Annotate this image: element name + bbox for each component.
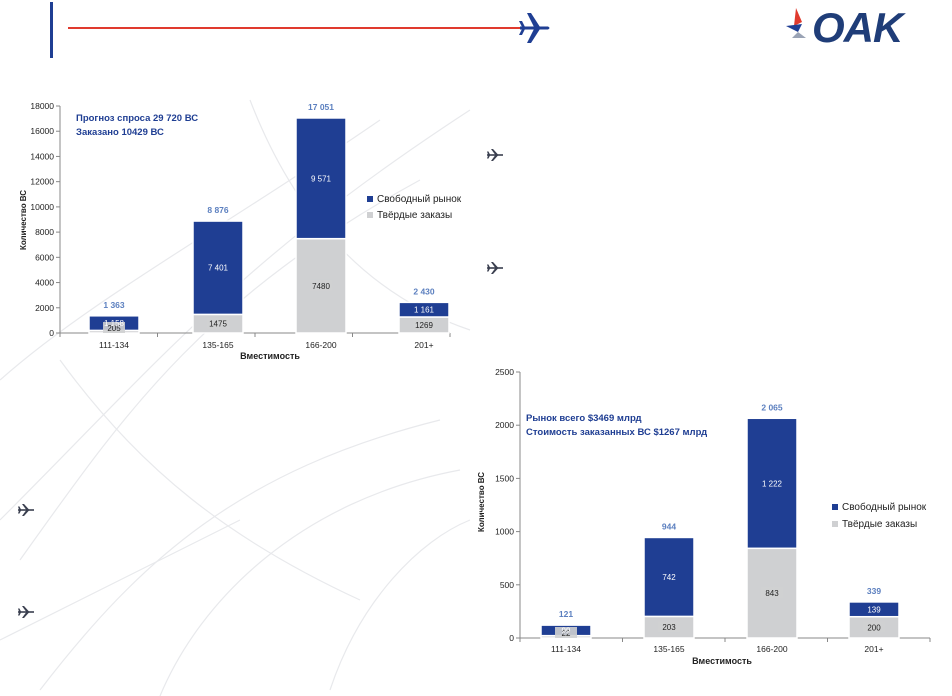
y-tick-label: 6000 <box>35 252 54 262</box>
y-tick-label: 14000 <box>30 151 54 161</box>
legend-swatch <box>367 212 373 218</box>
y-tick-label: 4000 <box>35 278 54 288</box>
legend-label: Твёрдые заказы <box>377 210 452 221</box>
airplane-icon <box>519 13 550 43</box>
data-label-free: 1 222 <box>762 479 783 488</box>
legend-label: Твёрдые заказы <box>842 519 917 530</box>
x-category-label: 201+ <box>864 644 883 654</box>
bullet-airplane-icon <box>18 606 34 618</box>
x-category-label: 111-134 <box>99 340 129 350</box>
y-axis-title: Количество ВС <box>19 190 28 250</box>
y-tick-label: 2000 <box>35 303 54 313</box>
total-label: 944 <box>662 521 676 531</box>
y-tick-label: 2000 <box>495 420 514 430</box>
y-tick-label: 0 <box>509 633 514 643</box>
data-label-bg <box>413 318 435 330</box>
x-category-label: 166-200 <box>756 644 787 654</box>
header-vertical-accent <box>50 2 53 58</box>
y-tick-label: 8000 <box>35 227 54 237</box>
y-axis-title: Количество ВС <box>477 472 486 532</box>
data-label-bg <box>103 322 125 333</box>
data-label-firm: 200 <box>867 623 881 632</box>
chart-market-value: 0 500 1000 1500 2000 2500 111-134 135-165 166-20… <box>477 367 931 666</box>
y-tick-label: 1500 <box>495 473 514 483</box>
legend-label: Свободный рынок <box>377 193 462 205</box>
chart-annotation: Прогноз спроса 29 720 ВС <box>76 113 198 124</box>
x-axis-title: Вместимость <box>692 656 752 666</box>
data-label-firm: 843 <box>765 589 779 598</box>
legend-label: Свободный рынок <box>842 501 927 513</box>
data-label-free: 1 161 <box>414 306 435 315</box>
oak-logo-icon <box>786 8 806 38</box>
x-category-label: 135-165 <box>202 340 233 350</box>
x-category-label: 201+ <box>414 340 433 350</box>
y-tick-label: 0 <box>49 328 54 338</box>
data-label-firm: 203 <box>662 623 676 632</box>
data-label-firm: 1269 <box>415 321 433 330</box>
data-label-free: 742 <box>662 573 676 582</box>
y-tick-label: 18000 <box>30 101 54 111</box>
y-tick-label: 500 <box>500 580 514 590</box>
x-category-label: 135-165 <box>653 644 684 654</box>
legend-swatch <box>367 196 373 202</box>
slide-header <box>50 2 806 58</box>
data-label-bg <box>555 627 577 638</box>
data-label-firm: 205 <box>107 324 121 333</box>
bar-free-market <box>295 117 347 240</box>
data-label-firm: 22 <box>562 629 571 638</box>
total-label: 121 <box>559 609 573 619</box>
data-label-bg <box>207 317 229 329</box>
total-label: 17 051 <box>308 102 334 112</box>
data-label-free: 99 <box>562 626 571 635</box>
x-axis-title: Вместимость <box>240 351 300 361</box>
data-label-bg <box>658 621 680 633</box>
data-label-bg <box>310 279 332 291</box>
chart-annotation: Заказано 10429 ВС <box>76 127 164 138</box>
bar-free-market <box>848 601 900 618</box>
x-category-label: 111-134 <box>551 644 581 654</box>
total-label: 8 876 <box>207 205 229 215</box>
y-tick-label: 16000 <box>30 126 54 136</box>
y-tick-label: 12000 <box>30 177 54 187</box>
data-label-bg <box>761 587 783 599</box>
legend-swatch <box>832 504 838 510</box>
total-label: 2 065 <box>761 402 783 412</box>
y-tick-label: 10000 <box>30 202 54 212</box>
oak-logo-text: OAK <box>812 4 903 51</box>
chart-aircraft-count: 0 2000 4000 6000 8000 10000 12000 14000 16000 180… <box>19 101 462 361</box>
bar-free-market <box>398 301 450 318</box>
bar-free-market <box>746 417 798 550</box>
total-label: 339 <box>867 586 881 596</box>
data-label-firm: 7480 <box>312 282 330 291</box>
data-label-free: 9 571 <box>311 174 332 183</box>
data-label-firm: 1475 <box>209 320 227 329</box>
data-label-free: 139 <box>867 605 881 614</box>
chart-annotation: Рынок всего $3469 млрд <box>526 413 642 424</box>
chart-annotation: Стоимость заказанных ВС $1267 млрд <box>526 427 707 438</box>
data-label-free: 1 158 <box>104 319 125 328</box>
bullet-airplane-icon <box>18 504 34 516</box>
y-tick-label: 2500 <box>495 367 514 377</box>
data-label-bg <box>863 621 885 633</box>
bullet-airplane-icon <box>487 149 503 161</box>
y-tick-label: 1000 <box>495 527 514 537</box>
bullet-airplane-icon <box>487 262 503 274</box>
total-label: 2 430 <box>413 286 435 296</box>
legend-swatch <box>832 521 838 527</box>
total-label: 1 363 <box>103 300 125 310</box>
x-category-label: 166-200 <box>305 340 336 350</box>
bar-free-market <box>192 220 244 316</box>
data-label-free: 7 401 <box>208 264 229 273</box>
bar-free-market <box>643 536 695 618</box>
